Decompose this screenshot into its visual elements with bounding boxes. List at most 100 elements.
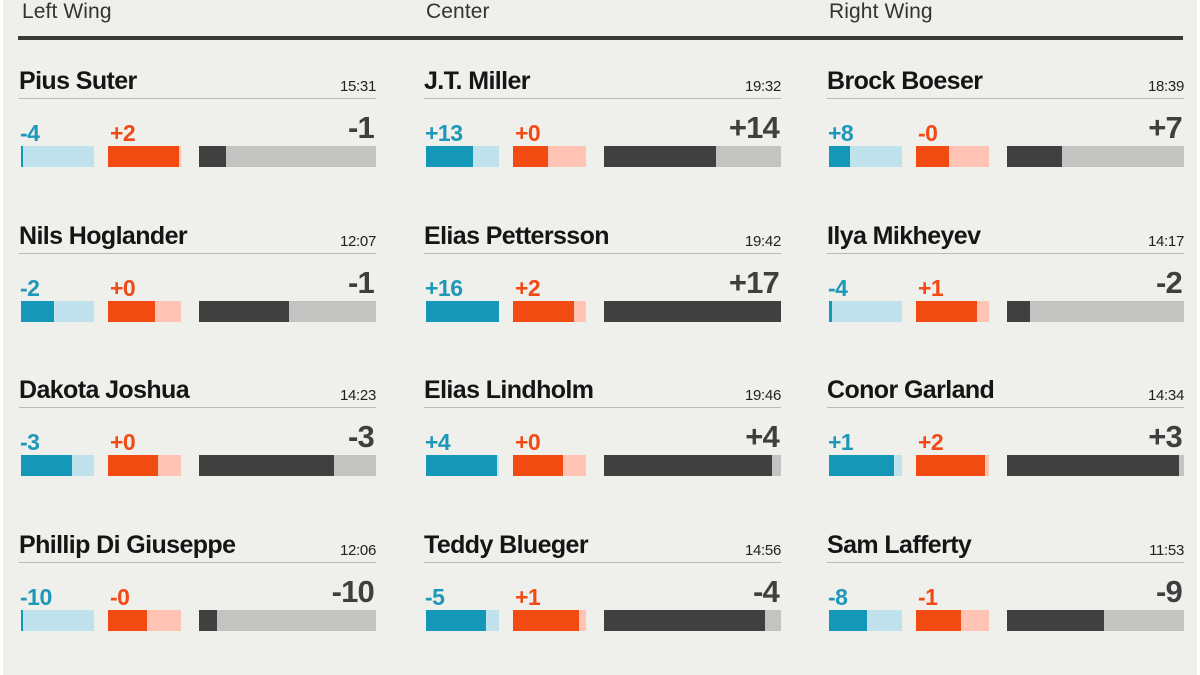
- net-value-label: +17: [728, 265, 780, 300]
- blue-bar-fill: [21, 146, 23, 167]
- red-bar-track: [108, 301, 181, 322]
- red-value-label: -1: [918, 584, 938, 610]
- time-on-ice: 14:23: [339, 387, 376, 404]
- red-bar-fill: [513, 610, 579, 631]
- blue-bar-track: [21, 610, 94, 631]
- name-divider: [827, 407, 1184, 408]
- blue-bar-fill: [21, 610, 23, 631]
- column-header: Right Wing: [829, 0, 933, 23]
- red-bar-fill: [916, 610, 961, 631]
- net-bar-fill: [1007, 455, 1179, 476]
- red-value-label: +2: [110, 120, 136, 146]
- time-on-ice: 18:39: [1147, 78, 1184, 95]
- blue-bar-track: [426, 455, 499, 476]
- net-bar-fill: [199, 455, 334, 476]
- red-value-label: -0: [110, 584, 130, 610]
- player-card: Elias Pettersson 19:42 +16 +2 +17: [424, 221, 781, 341]
- blue-bar-track: [829, 455, 902, 476]
- player-name: Elias Pettersson: [424, 222, 610, 250]
- player-name: Brock Boeser: [827, 67, 983, 95]
- net-bar-fill: [199, 146, 226, 167]
- red-value-label: +0: [110, 275, 136, 301]
- red-bar-fill: [108, 146, 179, 167]
- time-on-ice: 14:56: [744, 542, 781, 559]
- net-value-label: -3: [348, 419, 375, 454]
- net-bar-track: [199, 146, 376, 167]
- name-divider: [424, 253, 781, 254]
- red-bar-track: [108, 455, 181, 476]
- blue-value-label: -3: [20, 429, 40, 455]
- net-bar-fill: [1007, 146, 1062, 167]
- red-bar-fill: [916, 301, 977, 322]
- name-divider: [827, 98, 1184, 99]
- player-card: Teddy Blueger 14:56 -5 +1 -4: [424, 530, 781, 650]
- blue-bar-fill: [426, 455, 497, 476]
- time-on-ice: 19:46: [744, 387, 781, 404]
- blue-bar-track: [21, 455, 94, 476]
- time-on-ice: 12:06: [339, 542, 376, 559]
- net-value-label: -2: [1156, 265, 1183, 300]
- net-bar-fill: [604, 146, 716, 167]
- player-card: Elias Lindholm 19:46 +4 +0 +4: [424, 375, 781, 495]
- blue-value-label: -10: [20, 584, 52, 610]
- net-bar-track: [1007, 146, 1184, 167]
- net-bar-fill: [604, 455, 772, 476]
- red-value-label: -0: [918, 120, 938, 146]
- time-on-ice: 19:42: [744, 233, 781, 250]
- red-bar-track: [513, 146, 586, 167]
- player-name: Nils Hoglander: [19, 222, 188, 250]
- column-header: Center: [426, 0, 490, 23]
- red-bar-fill: [916, 146, 949, 167]
- column-header: Left Wing: [22, 0, 112, 23]
- red-bar-fill: [916, 455, 985, 476]
- blue-bar-fill: [426, 610, 486, 631]
- net-bar-fill: [199, 610, 217, 631]
- player-card: Dakota Joshua 14:23 -3 +0 -3: [19, 375, 376, 495]
- name-divider: [424, 407, 781, 408]
- red-bar-track: [513, 301, 586, 322]
- net-bar-track: [604, 301, 781, 322]
- red-value-label: +0: [515, 120, 541, 146]
- player-name: Pius Suter: [19, 67, 137, 95]
- net-bar-track: [199, 455, 376, 476]
- blue-bar-track: [829, 610, 902, 631]
- net-value-label: +4: [745, 419, 780, 454]
- net-bar-track: [604, 610, 781, 631]
- blue-bar-track: [829, 301, 902, 322]
- blue-value-label: -4: [20, 120, 40, 146]
- player-card: Ilya Mikheyev 14:17 -4 +1 -2: [827, 221, 1184, 341]
- red-bar-track: [108, 146, 181, 167]
- lineup-chart: Left Wing Pius Suter 15:31 -4 +2 -1 Nils Hogla…: [3, 0, 1197, 675]
- blue-bar-fill: [426, 301, 499, 322]
- blue-bar-fill: [829, 455, 894, 476]
- name-divider: [19, 98, 376, 99]
- name-divider: [19, 562, 376, 563]
- blue-bar-fill: [829, 301, 832, 322]
- red-value-label: +0: [515, 429, 541, 455]
- red-bar-fill: [513, 455, 563, 476]
- net-bar-fill: [199, 301, 289, 322]
- red-value-label: +2: [515, 275, 541, 301]
- net-bar-track: [199, 610, 376, 631]
- net-value-label: -9: [1156, 574, 1183, 609]
- time-on-ice: 12:07: [339, 233, 376, 250]
- player-name: Elias Lindholm: [424, 376, 594, 404]
- player-name: Ilya Mikheyev: [827, 222, 981, 250]
- net-bar-track: [1007, 301, 1184, 322]
- net-value-label: +7: [1148, 110, 1183, 145]
- red-bar-fill: [513, 301, 574, 322]
- red-value-label: +2: [918, 429, 944, 455]
- net-bar-fill: [1007, 301, 1030, 322]
- player-name: Sam Lafferty: [827, 531, 972, 559]
- blue-bar-fill: [21, 455, 72, 476]
- blue-bar-fill: [21, 301, 54, 322]
- player-card: Nils Hoglander 12:07 -2 +0 -1: [19, 221, 376, 341]
- blue-value-label: +8: [828, 120, 854, 146]
- time-on-ice: 14:17: [1147, 233, 1184, 250]
- player-card: Sam Lafferty 11:53 -8 -1 -9: [827, 530, 1184, 650]
- blue-bar-fill: [829, 610, 867, 631]
- name-divider: [19, 253, 376, 254]
- blue-value-label: +1: [828, 429, 854, 455]
- blue-bar-fill: [829, 146, 850, 167]
- time-on-ice: 14:34: [1147, 387, 1184, 404]
